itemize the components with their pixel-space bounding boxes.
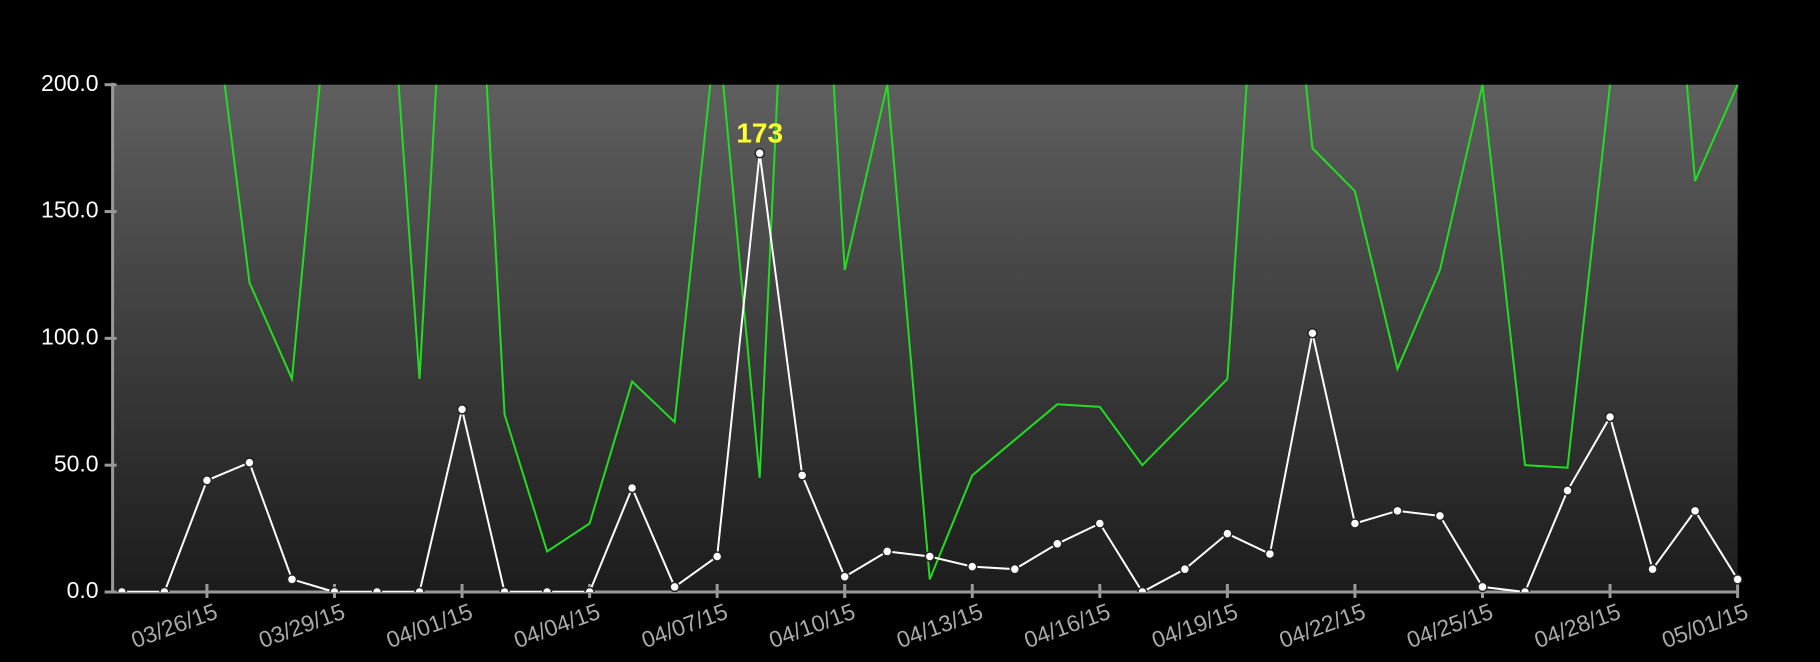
point <box>201 475 213 486</box>
y-tick-label: 100.0 <box>41 323 99 349</box>
y-tick-label: 150.0 <box>41 197 99 223</box>
point <box>967 561 978 572</box>
series <box>116 147 1742 592</box>
series <box>223 84 1739 580</box>
point <box>1732 574 1742 585</box>
point <box>1604 411 1616 423</box>
point <box>1094 518 1106 529</box>
point <box>754 147 765 159</box>
point <box>1689 505 1701 517</box>
point <box>159 586 170 592</box>
line <box>223 84 1739 580</box>
point <box>924 551 935 562</box>
point <box>1434 510 1446 522</box>
point <box>669 581 680 592</box>
point <box>1349 518 1361 529</box>
point <box>541 586 553 592</box>
point <box>1264 548 1276 560</box>
y-tick-label: 200.0 <box>41 70 99 96</box>
point <box>1009 563 1021 575</box>
point <box>1477 581 1488 592</box>
point <box>1307 328 1318 339</box>
point <box>1137 586 1148 592</box>
point <box>414 586 425 592</box>
y-tick-label: 0.0 <box>67 577 99 603</box>
point <box>711 551 723 562</box>
data-label: 173 <box>736 118 783 149</box>
y-tick-label: 50.0 <box>54 450 99 476</box>
plot-area <box>112 84 1738 592</box>
point <box>329 586 340 592</box>
point <box>1052 538 1063 550</box>
point <box>1222 528 1233 539</box>
point <box>499 586 510 592</box>
point <box>1562 485 1573 496</box>
point <box>1179 563 1191 575</box>
point <box>456 404 468 415</box>
point <box>1647 563 1658 575</box>
point <box>839 571 850 583</box>
point <box>1392 505 1403 517</box>
point <box>371 586 383 592</box>
point <box>881 546 893 557</box>
point <box>116 586 128 592</box>
point <box>796 470 808 481</box>
point <box>584 586 595 592</box>
point <box>1519 586 1531 592</box>
point <box>626 482 638 494</box>
point <box>244 457 255 468</box>
point <box>286 574 298 585</box>
